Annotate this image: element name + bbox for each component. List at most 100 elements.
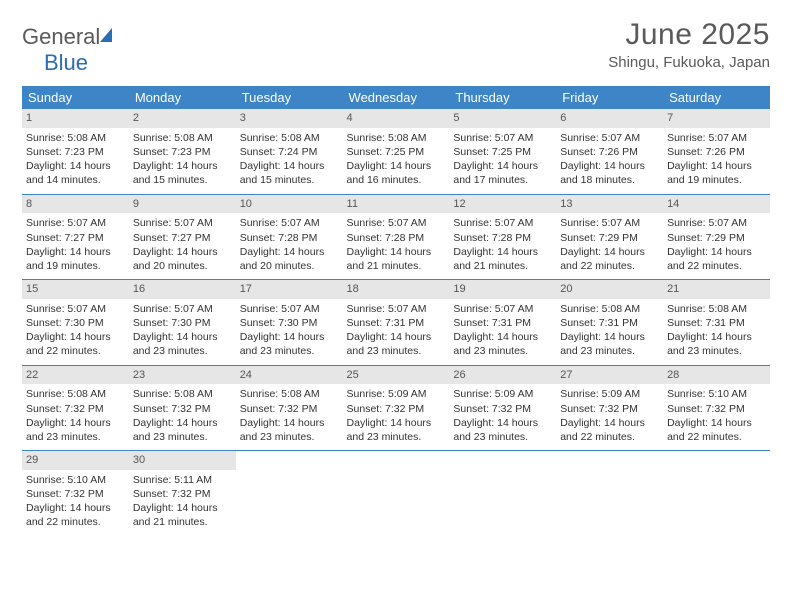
day-cell-25: 25Sunrise: 5:09 AMSunset: 7:32 PMDayligh… <box>343 365 450 451</box>
day-number: 6 <box>556 109 663 128</box>
daylight-line: Daylight: 14 hours and 23 minutes. <box>26 416 125 444</box>
day-number: 5 <box>449 109 556 128</box>
sunrise-line: Sunrise: 5:07 AM <box>667 131 766 145</box>
daylight-line: Daylight: 14 hours and 23 minutes. <box>240 416 339 444</box>
sunrise-line: Sunrise: 5:07 AM <box>240 216 339 230</box>
day-number: 24 <box>236 366 343 385</box>
day-number: 8 <box>22 195 129 214</box>
daylight-line: Daylight: 14 hours and 22 minutes. <box>667 416 766 444</box>
day-number: 4 <box>343 109 450 128</box>
sunrise-line: Sunrise: 5:07 AM <box>133 302 232 316</box>
day-number: 25 <box>343 366 450 385</box>
day-number: 16 <box>129 280 236 299</box>
day-cell-4: 4Sunrise: 5:08 AMSunset: 7:25 PMDaylight… <box>343 109 450 194</box>
day-number: 15 <box>22 280 129 299</box>
day-cell-27: 27Sunrise: 5:09 AMSunset: 7:32 PMDayligh… <box>556 365 663 451</box>
day-number: 11 <box>343 195 450 214</box>
day-cell-13: 13Sunrise: 5:07 AMSunset: 7:29 PMDayligh… <box>556 194 663 280</box>
daylight-line: Daylight: 14 hours and 14 minutes. <box>26 159 125 187</box>
daylight-line: Daylight: 14 hours and 21 minutes. <box>133 501 232 529</box>
week-row: 22Sunrise: 5:08 AMSunset: 7:32 PMDayligh… <box>22 365 770 451</box>
empty-cell <box>449 451 556 536</box>
sunrise-line: Sunrise: 5:07 AM <box>26 216 125 230</box>
sunrise-line: Sunrise: 5:08 AM <box>26 387 125 401</box>
sunset-line: Sunset: 7:31 PM <box>667 316 766 330</box>
dow-sunday: Sunday <box>22 86 129 109</box>
daylight-line: Daylight: 14 hours and 23 minutes. <box>133 416 232 444</box>
daylight-line: Daylight: 14 hours and 15 minutes. <box>133 159 232 187</box>
day-cell-19: 19Sunrise: 5:07 AMSunset: 7:31 PMDayligh… <box>449 280 556 366</box>
day-number: 28 <box>663 366 770 385</box>
title-block: June 2025 Shingu, Fukuoka, Japan <box>608 18 770 71</box>
sunset-line: Sunset: 7:29 PM <box>667 231 766 245</box>
day-number: 1 <box>22 109 129 128</box>
sunset-line: Sunset: 7:26 PM <box>560 145 659 159</box>
week-row: 29Sunrise: 5:10 AMSunset: 7:32 PMDayligh… <box>22 451 770 536</box>
sunset-line: Sunset: 7:32 PM <box>26 487 125 501</box>
day-cell-24: 24Sunrise: 5:08 AMSunset: 7:32 PMDayligh… <box>236 365 343 451</box>
day-cell-1: 1Sunrise: 5:08 AMSunset: 7:23 PMDaylight… <box>22 109 129 194</box>
brand-text: General Blue <box>22 24 118 76</box>
dow-saturday: Saturday <box>663 86 770 109</box>
sunset-line: Sunset: 7:31 PM <box>560 316 659 330</box>
sunrise-line: Sunrise: 5:08 AM <box>240 387 339 401</box>
empty-cell <box>663 451 770 536</box>
dow-tuesday: Tuesday <box>236 86 343 109</box>
calendar-table: Sunday Monday Tuesday Wednesday Thursday… <box>22 86 770 536</box>
day-number: 14 <box>663 195 770 214</box>
sunrise-line: Sunrise: 5:07 AM <box>453 216 552 230</box>
day-number: 27 <box>556 366 663 385</box>
sunset-line: Sunset: 7:32 PM <box>26 402 125 416</box>
day-number: 26 <box>449 366 556 385</box>
daylight-line: Daylight: 14 hours and 23 minutes. <box>667 330 766 358</box>
sunset-line: Sunset: 7:27 PM <box>133 231 232 245</box>
sunset-line: Sunset: 7:31 PM <box>453 316 552 330</box>
page-title: June 2025 <box>608 18 770 52</box>
day-cell-12: 12Sunrise: 5:07 AMSunset: 7:28 PMDayligh… <box>449 194 556 280</box>
daylight-line: Daylight: 14 hours and 22 minutes. <box>26 330 125 358</box>
dow-friday: Friday <box>556 86 663 109</box>
dow-header-row: Sunday Monday Tuesday Wednesday Thursday… <box>22 86 770 109</box>
day-cell-3: 3Sunrise: 5:08 AMSunset: 7:24 PMDaylight… <box>236 109 343 194</box>
sunrise-line: Sunrise: 5:08 AM <box>667 302 766 316</box>
dow-thursday: Thursday <box>449 86 556 109</box>
daylight-line: Daylight: 14 hours and 23 minutes. <box>347 330 446 358</box>
sunrise-line: Sunrise: 5:08 AM <box>133 387 232 401</box>
week-row: 8Sunrise: 5:07 AMSunset: 7:27 PMDaylight… <box>22 194 770 280</box>
sunset-line: Sunset: 7:30 PM <box>26 316 125 330</box>
week-row: 1Sunrise: 5:08 AMSunset: 7:23 PMDaylight… <box>22 109 770 194</box>
sunset-line: Sunset: 7:29 PM <box>560 231 659 245</box>
day-number: 19 <box>449 280 556 299</box>
empty-cell <box>343 451 450 536</box>
sunrise-line: Sunrise: 5:08 AM <box>133 131 232 145</box>
sunrise-line: Sunrise: 5:07 AM <box>347 216 446 230</box>
day-number: 3 <box>236 109 343 128</box>
sunrise-line: Sunrise: 5:09 AM <box>453 387 552 401</box>
day-number: 18 <box>343 280 450 299</box>
sunset-line: Sunset: 7:25 PM <box>453 145 552 159</box>
sunrise-line: Sunrise: 5:07 AM <box>453 131 552 145</box>
sail-icon <box>98 24 118 50</box>
day-number: 17 <box>236 280 343 299</box>
day-number: 9 <box>129 195 236 214</box>
daylight-line: Daylight: 14 hours and 19 minutes. <box>667 159 766 187</box>
sunrise-line: Sunrise: 5:07 AM <box>240 302 339 316</box>
sunrise-line: Sunrise: 5:07 AM <box>26 302 125 316</box>
sunset-line: Sunset: 7:32 PM <box>133 487 232 501</box>
day-cell-21: 21 Sunrise: 5:08 AMSunset: 7:31 PMDayligh… <box>663 280 770 366</box>
day-cell-10: 10Sunrise: 5:07 AMSunset: 7:28 PMDayligh… <box>236 194 343 280</box>
sunset-line: Sunset: 7:24 PM <box>240 145 339 159</box>
sunrise-line: Sunrise: 5:07 AM <box>453 302 552 316</box>
day-cell-26: 26Sunrise: 5:09 AMSunset: 7:32 PMDayligh… <box>449 365 556 451</box>
day-cell-22: 22Sunrise: 5:08 AMSunset: 7:32 PMDayligh… <box>22 365 129 451</box>
sunset-line: Sunset: 7:32 PM <box>667 402 766 416</box>
daylight-line: Daylight: 14 hours and 23 minutes. <box>240 330 339 358</box>
day-number: 20 <box>556 280 663 299</box>
sunset-line: Sunset: 7:32 PM <box>560 402 659 416</box>
empty-cell <box>556 451 663 536</box>
daylight-line: Daylight: 14 hours and 22 minutes. <box>560 416 659 444</box>
sunset-line: Sunset: 7:28 PM <box>240 231 339 245</box>
day-number: 21 <box>663 280 770 299</box>
empty-cell <box>236 451 343 536</box>
day-cell-11: 11Sunrise: 5:07 AMSunset: 7:28 PMDayligh… <box>343 194 450 280</box>
